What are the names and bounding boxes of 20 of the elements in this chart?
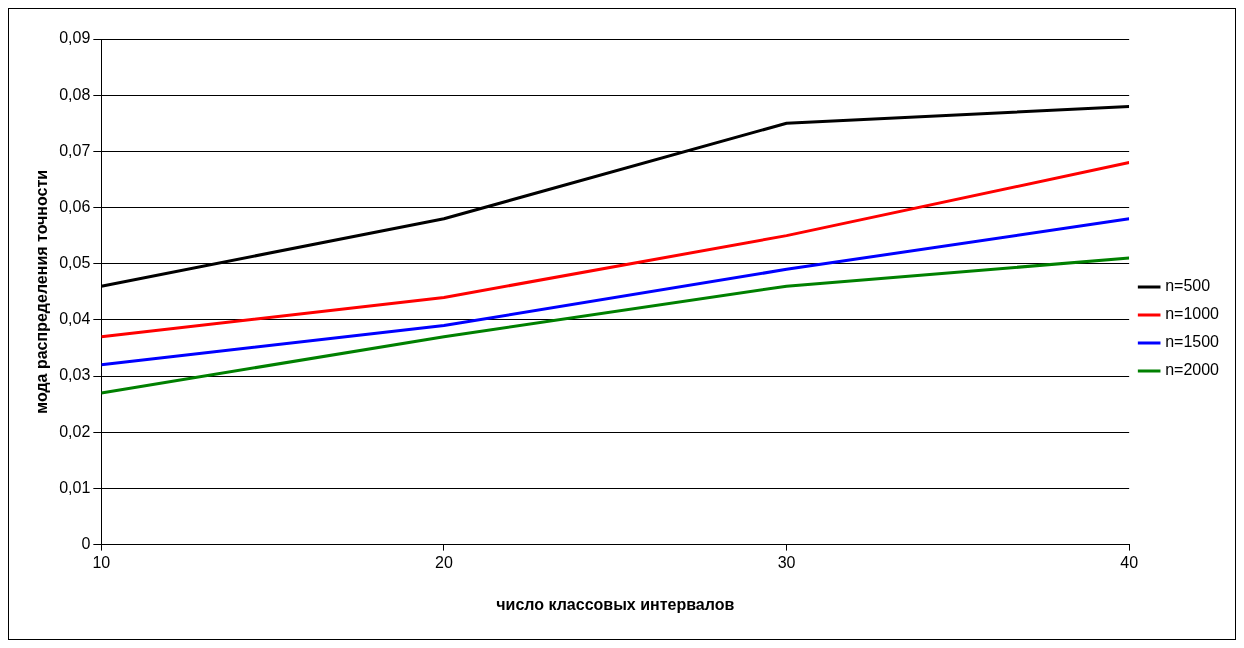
legend-label: n=500 xyxy=(1165,277,1211,295)
legend-label: n=1000 xyxy=(1165,305,1220,323)
y-tick-label: 0,02 xyxy=(59,422,91,440)
y-tick-label: 0,03 xyxy=(59,366,91,384)
x-tick-label: 10 xyxy=(92,553,111,571)
y-tick-label: 0 xyxy=(81,535,91,553)
y-tick-label: 0,04 xyxy=(59,310,91,328)
y-tick-label: 0,01 xyxy=(59,478,91,496)
y-axis-title: мода распределения точности xyxy=(33,169,51,414)
x-axis-title: число классовых интервалов xyxy=(496,595,735,613)
legend-label: n=1500 xyxy=(1165,333,1220,351)
y-tick-label: 0,06 xyxy=(59,197,91,215)
y-tick-label: 0,08 xyxy=(59,85,91,103)
x-tick-label: 30 xyxy=(777,553,796,571)
y-tick-label: 0,07 xyxy=(59,141,91,159)
legend-label: n=2000 xyxy=(1165,361,1220,379)
y-tick-label: 0,09 xyxy=(59,29,91,47)
x-tick-label: 40 xyxy=(1120,553,1139,571)
y-tick-label: 0,05 xyxy=(59,254,91,272)
x-tick-label: 20 xyxy=(435,553,453,571)
